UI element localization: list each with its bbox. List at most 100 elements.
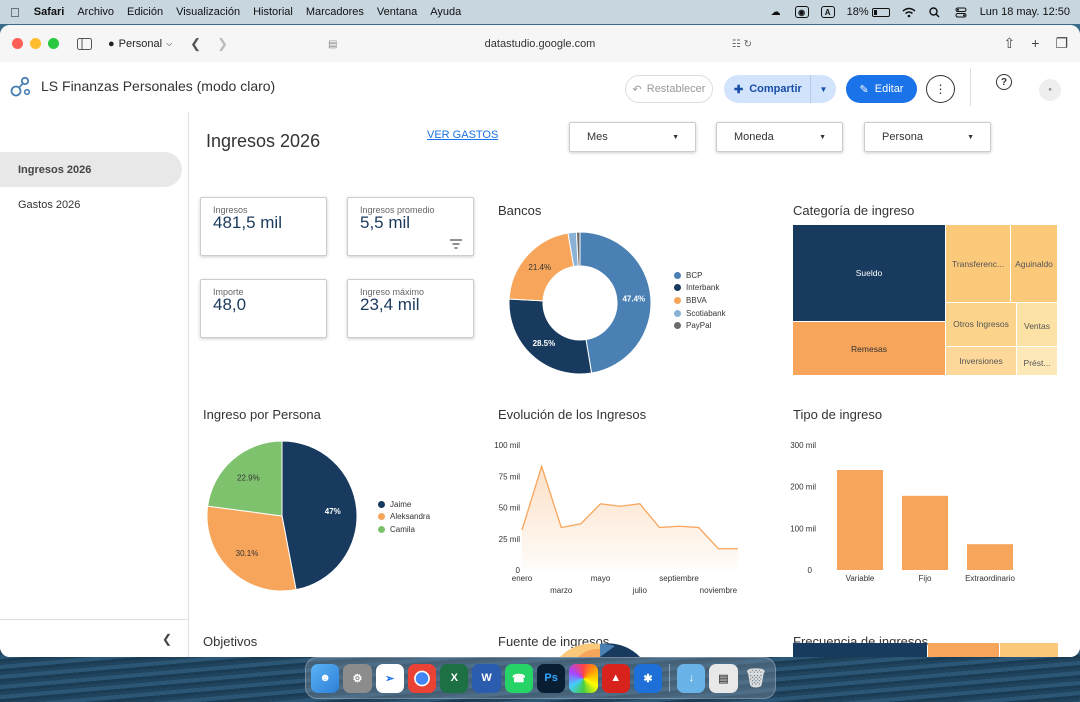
menu-edicion[interactable]: Edición xyxy=(117,6,163,18)
collapse-sidebar-icon[interactable]: ❮ xyxy=(161,632,172,646)
control-center-icon[interactable] xyxy=(954,6,968,18)
page-navigation: Ingresos 2026 Gastos 2026 ❮ xyxy=(0,112,189,657)
cloud-icon[interactable]: ☁ xyxy=(770,6,781,18)
scorecard-ingreso-maximo[interactable]: Ingreso máximo 23,4 mil xyxy=(347,279,474,338)
search-icon[interactable] xyxy=(928,6,942,18)
reset-button[interactable]: ↶ Restablecer xyxy=(625,75,713,103)
filter-persona[interactable]: Persona ▼ xyxy=(864,122,991,152)
vpn-icon[interactable]: ◉ xyxy=(794,6,809,18)
legend-label: Camila xyxy=(390,524,415,534)
pie-slice-aleksandra[interactable] xyxy=(206,505,297,592)
menu-historial[interactable]: Historial xyxy=(243,6,293,18)
scorecard-ingresos-promedio[interactable]: Ingresos promedio 5,5 mil xyxy=(347,197,474,256)
photoshop-icon[interactable]: Ps xyxy=(536,663,566,693)
treemap-cell-sueldo[interactable] xyxy=(793,225,945,321)
address-bar[interactable]: ▤ datastudio.google.com ☷ ↻ xyxy=(320,32,760,56)
menu-ayuda[interactable]: Ayuda xyxy=(420,6,461,18)
share-button[interactable]: ✚ Compartir ▼ xyxy=(724,75,836,103)
ver-gastos-link[interactable]: VER GASTOS xyxy=(427,129,499,141)
scorecard-ingresos[interactable]: Ingresos 481,5 mil xyxy=(200,197,327,256)
bar-variable[interactable] xyxy=(837,470,883,570)
word-icon[interactable]: W xyxy=(472,663,501,693)
excel-icon[interactable]: X xyxy=(440,663,469,693)
downloads-folder-icon[interactable]: ↓ xyxy=(677,663,706,693)
pie-slice-jaime[interactable] xyxy=(281,440,358,591)
chrome-icon[interactable] xyxy=(407,663,437,693)
sidebar-item-gastos[interactable]: Gastos 2026 xyxy=(0,187,182,222)
legend-item[interactable]: Scotiabank xyxy=(674,307,726,320)
new-tab-icon[interactable]: + xyxy=(1031,35,1040,51)
filter-icon[interactable] xyxy=(450,239,462,249)
fuente-pie-chart-partial[interactable] xyxy=(540,643,660,657)
help-icon[interactable]: ? xyxy=(996,74,1012,90)
photos-icon[interactable] xyxy=(569,663,598,693)
frecuencia-treemap-partial[interactable] xyxy=(793,643,1058,657)
menu-ventana[interactable]: Ventana xyxy=(367,6,417,18)
menu-archivo[interactable]: Archivo xyxy=(67,6,114,18)
share-icon[interactable]: ⇧ xyxy=(1003,35,1016,51)
menu-clock[interactable]: Lun 18 may. 12:50 xyxy=(979,6,1070,18)
trash-icon[interactable]: 🗑 xyxy=(744,667,768,688)
app-store-icon[interactable]: ✱ xyxy=(633,663,663,693)
input-source-icon[interactable]: A xyxy=(820,6,835,18)
zoom-window-button[interactable] xyxy=(48,38,59,49)
bar-fijo[interactable] xyxy=(902,495,948,570)
apple-icon[interactable]:  xyxy=(10,5,20,20)
tab-overview-icon[interactable]: ❐ xyxy=(1055,35,1068,51)
battery-status[interactable]: 18% xyxy=(847,6,890,18)
menu-visualizacion[interactable]: Visualización xyxy=(166,6,240,18)
legend-item[interactable]: BCP xyxy=(674,269,726,282)
filter-mes[interactable]: Mes ▼ xyxy=(569,122,696,152)
reset-label: Restablecer xyxy=(646,83,706,95)
bancos-donut-chart[interactable]: 47.4% 28.5% 21.4% xyxy=(500,223,660,383)
treemap-cell-aguinaldo[interactable] xyxy=(1011,225,1057,302)
forward-button[interactable]: ❯ xyxy=(217,35,228,51)
scorecard-importe[interactable]: Importe 48,0 xyxy=(200,279,327,338)
treemap-cell-prestamos[interactable] xyxy=(1017,347,1057,375)
evolucion-area-chart[interactable]: 0 25 mil 50 mil 75 mil 100 mil enero marzo mayo… xyxy=(490,432,755,597)
safari-icon[interactable]: ➢ xyxy=(375,663,404,693)
documents-stack-icon[interactable]: ▤ xyxy=(709,663,738,693)
pie-slice-paypal[interactable] xyxy=(575,231,581,267)
minimize-window-button[interactable] xyxy=(30,38,41,49)
pie-slice-bcp[interactable] xyxy=(579,231,652,374)
menu-app-name[interactable]: Safari xyxy=(24,6,65,18)
translate-reload-icons[interactable]: ☷ ↻ xyxy=(731,38,752,50)
system-settings-icon[interactable]: ⚙ xyxy=(343,663,372,693)
sidebar-toggle-icon[interactable] xyxy=(77,37,92,50)
finder-icon[interactable]: ☻ xyxy=(311,663,340,693)
treemap-cell-ventas[interactable] xyxy=(1017,303,1057,346)
whatsapp-icon[interactable]: ☎ xyxy=(504,663,533,693)
close-window-button[interactable] xyxy=(12,38,23,49)
profile-selector[interactable]: ● Personal ⌵ xyxy=(108,38,172,50)
tipo-bar-chart[interactable]: 0 100 mil 200 mil 300 mil Variable Fijo Extrao… xyxy=(788,432,1060,587)
share-dropdown-button[interactable]: ▼ xyxy=(810,75,836,103)
legend-item[interactable]: Jaime xyxy=(378,498,430,511)
acrobat-icon[interactable]: ▲ xyxy=(601,663,630,693)
treemap-cell-inversiones[interactable] xyxy=(946,347,1016,375)
avatar[interactable]: ● xyxy=(1039,79,1061,101)
page-menu-icon[interactable]: ▤ xyxy=(328,38,338,50)
persona-pie-chart[interactable]: 47% 30.1% 22.9% xyxy=(205,439,359,593)
legend-item[interactable]: Camila xyxy=(378,523,430,536)
more-options-button[interactable]: ⋮ xyxy=(926,75,955,103)
edit-button[interactable]: ✎ Editar xyxy=(846,75,917,103)
legend-item[interactable]: Interbank xyxy=(674,282,726,295)
bar-extraordinario[interactable] xyxy=(967,544,1013,570)
treemap-cell-remesas[interactable] xyxy=(793,322,945,375)
legend-item[interactable]: Aleksandra xyxy=(378,511,430,524)
report-title[interactable]: LS Finanzas Personales (modo claro) xyxy=(41,78,276,94)
back-button[interactable]: ❮ xyxy=(190,35,202,51)
menu-marcadores[interactable]: Marcadores xyxy=(296,6,364,18)
treemap-cell-transferencias[interactable] xyxy=(946,225,1010,302)
series-line[interactable] xyxy=(521,464,738,550)
categoria-treemap[interactable]: Sueldo Remesas Transferenc... Aguinaldo … xyxy=(793,225,1058,377)
legend-item[interactable]: BBVA xyxy=(674,294,726,307)
pie-slice-camila[interactable] xyxy=(207,440,283,517)
sidebar-item-ingresos[interactable]: Ingresos 2026 xyxy=(0,152,182,187)
treemap-cell-otros[interactable] xyxy=(946,303,1016,346)
pie-slice-interbank[interactable] xyxy=(508,298,593,375)
legend-item[interactable]: PayPal xyxy=(674,319,726,332)
wifi-icon[interactable] xyxy=(902,6,916,18)
filter-moneda[interactable]: Moneda ▼ xyxy=(716,122,843,152)
